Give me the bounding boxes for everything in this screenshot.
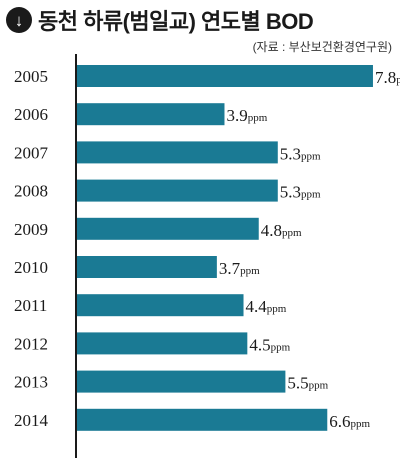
bar-2014 <box>76 408 328 431</box>
year-label-2013: 2013 <box>14 373 48 392</box>
bar-2013 <box>76 370 286 393</box>
bar-2005 <box>76 65 373 87</box>
value-label-2014: 6.6ppm <box>329 412 370 431</box>
chart-header: ↓ 동천 하류(범일교) 연도별 BOD <box>6 4 314 36</box>
source-note: (자료 : 부산보건환경연구원) <box>252 40 392 54</box>
value-label-2009: 4.8ppm <box>261 221 302 240</box>
year-label-2010: 2010 <box>14 258 48 277</box>
year-label-2011: 2011 <box>14 296 47 315</box>
year-label-2014: 2014 <box>14 411 49 430</box>
chart-title: 동천 하류(범일교) 연도별 BOD <box>38 9 314 34</box>
year-label-2007: 2007 <box>14 143 49 162</box>
value-label-2005: 7.8ppm <box>375 68 400 87</box>
value-label-2006: 3.9ppm <box>226 106 267 125</box>
year-label-2005: 2005 <box>14 67 48 86</box>
year-label-2008: 2008 <box>14 182 48 201</box>
bar-2010 <box>76 256 217 278</box>
bar-2008 <box>76 179 278 202</box>
year-label-2009: 2009 <box>14 220 48 239</box>
bar-2006 <box>76 103 225 126</box>
down-arrow-icon: ↓ <box>6 7 32 33</box>
value-label-2008: 5.3ppm <box>280 183 321 202</box>
value-label-2013: 5.5ppm <box>287 374 328 393</box>
bar-2007 <box>76 141 278 164</box>
value-label-2007: 5.3ppm <box>280 144 321 163</box>
bar-2012 <box>76 332 248 355</box>
value-label-2011: 4.4ppm <box>246 297 287 316</box>
year-label-2012: 2012 <box>14 334 48 353</box>
year-label-2006: 2006 <box>14 105 48 124</box>
value-label-2010: 3.7ppm <box>219 259 260 278</box>
bar-2009 <box>76 217 259 240</box>
value-label-2012: 4.5ppm <box>249 335 290 354</box>
bar-2011 <box>76 294 244 317</box>
